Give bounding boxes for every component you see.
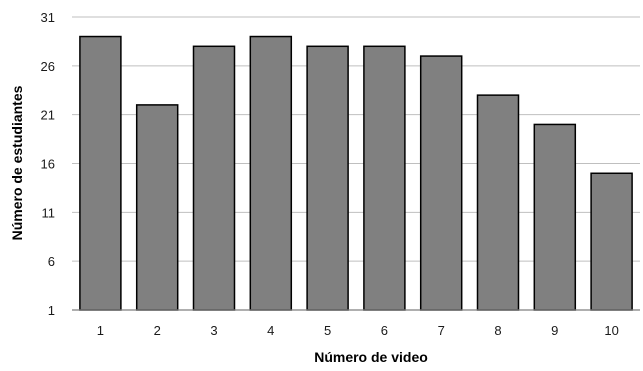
bars [79, 35, 633, 311]
x-tick-label: 4 [267, 323, 274, 338]
bar [249, 35, 293, 311]
bar [192, 45, 236, 311]
y-tick-label: 26 [41, 59, 55, 74]
y-tick-label: 31 [41, 10, 55, 25]
x-tick-label: 2 [154, 323, 161, 338]
x-axis-ticks: 1 2 3 4 5 6 7 8 9 10 [97, 323, 619, 338]
x-tick-label: 8 [494, 323, 501, 338]
x-tick-label: 5 [324, 323, 331, 338]
y-axis-title: Número de estudiantes [9, 85, 25, 240]
x-tick-label: 9 [551, 323, 558, 338]
y-tick-label: 1 [48, 303, 55, 318]
x-tick-label: 6 [381, 323, 388, 338]
x-tick-label: 3 [210, 323, 217, 338]
y-tick-label: 16 [41, 157, 55, 172]
x-tick-label: 1 [97, 323, 104, 338]
y-tick-label: 11 [42, 205, 56, 220]
x-axis-title: Número de video [314, 349, 428, 365]
y-tick-label: 6 [48, 254, 55, 269]
bar [590, 172, 633, 311]
bar [476, 94, 520, 311]
bar [363, 45, 406, 311]
y-tick-label: 21 [41, 108, 55, 123]
bar [79, 35, 122, 311]
bar [419, 55, 463, 311]
x-tick-label: 10 [604, 323, 618, 338]
bar [306, 45, 349, 311]
bar [135, 104, 179, 311]
bar [533, 123, 577, 311]
x-tick-label: 7 [438, 323, 445, 338]
